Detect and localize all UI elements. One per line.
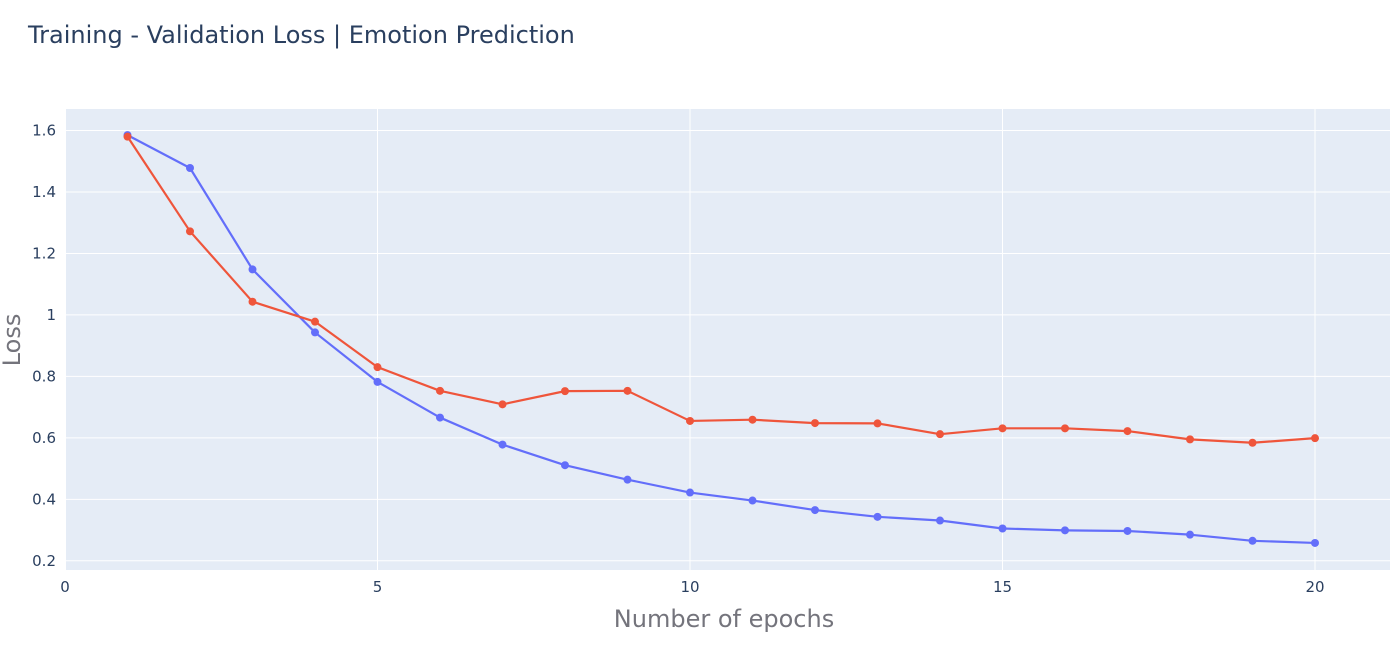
data-point[interactable] [498, 400, 507, 409]
data-point[interactable] [873, 419, 882, 428]
data-point[interactable] [436, 413, 444, 422]
data-point[interactable] [1186, 435, 1194, 444]
data-point[interactable] [748, 496, 757, 505]
data-point[interactable] [123, 132, 132, 141]
data-point[interactable] [561, 461, 569, 470]
x-tick-label: 5 [373, 578, 383, 596]
data-point[interactable] [436, 386, 444, 395]
data-point[interactable] [1311, 538, 1319, 547]
data-point[interactable] [1248, 438, 1257, 447]
data-point[interactable] [623, 386, 632, 395]
y-tick-label: 0.4 [32, 490, 56, 508]
data-point[interactable] [811, 506, 819, 515]
data-point[interactable] [873, 512, 882, 521]
data-point[interactable] [686, 416, 694, 425]
data-point[interactable] [373, 363, 382, 372]
x-tick-label: 15 [993, 578, 1012, 596]
data-point[interactable] [936, 430, 944, 439]
data-point[interactable] [373, 377, 382, 386]
data-point[interactable] [936, 516, 944, 525]
data-point[interactable] [1123, 427, 1132, 436]
series-line [126, 136, 1316, 444]
y-tick-label: 1.6 [32, 122, 56, 140]
data-point[interactable] [248, 297, 257, 306]
data-point[interactable] [311, 317, 319, 326]
data-point[interactable] [1123, 526, 1132, 535]
data-point[interactable] [561, 387, 569, 396]
data-point[interactable] [811, 419, 819, 428]
grid-lines [64, 109, 1390, 570]
data-point[interactable] [1061, 526, 1069, 535]
series-2 [123, 132, 1319, 447]
data-point[interactable] [311, 328, 319, 337]
data-point[interactable] [186, 227, 194, 236]
y-tick-label: 1 [46, 306, 56, 324]
x-tick-label: 10 [680, 578, 699, 596]
data-point[interactable] [248, 265, 257, 274]
y-tick-label: 1.2 [32, 244, 56, 262]
data-point[interactable] [1186, 530, 1194, 539]
x-axis-title: Number of epochs [614, 605, 834, 633]
series-line [126, 134, 1316, 545]
plot-area [65, 109, 1390, 570]
data-point[interactable] [748, 415, 757, 424]
data-point[interactable] [1248, 536, 1257, 545]
data-point[interactable] [686, 488, 694, 497]
y-tick-label: 0.2 [32, 552, 56, 570]
chart-title: Training - Validation Loss | Emotion Pre… [27, 21, 575, 49]
y-tick-label: 0.8 [32, 367, 56, 385]
data-point[interactable] [186, 164, 194, 173]
data-point[interactable] [998, 424, 1007, 433]
data-point[interactable] [1311, 434, 1319, 443]
y-tick-label: 1.4 [32, 183, 56, 201]
x-tick-label: 0 [60, 578, 70, 596]
data-point[interactable] [498, 440, 507, 449]
y-axis-ticks: 0.2 0.4 0.6 0.8 1 1.2 1.4 1.6 [32, 122, 56, 570]
data-point[interactable] [998, 524, 1007, 533]
x-axis-ticks: 0 5 10 15 20 [60, 578, 1324, 596]
series-layer [123, 131, 1319, 547]
x-tick-label: 20 [1305, 578, 1324, 596]
data-point[interactable] [623, 475, 632, 484]
data-point[interactable] [1061, 424, 1069, 433]
y-tick-label: 0.6 [32, 429, 56, 447]
series-1 [123, 131, 1319, 547]
y-axis-title: Loss [0, 314, 26, 367]
